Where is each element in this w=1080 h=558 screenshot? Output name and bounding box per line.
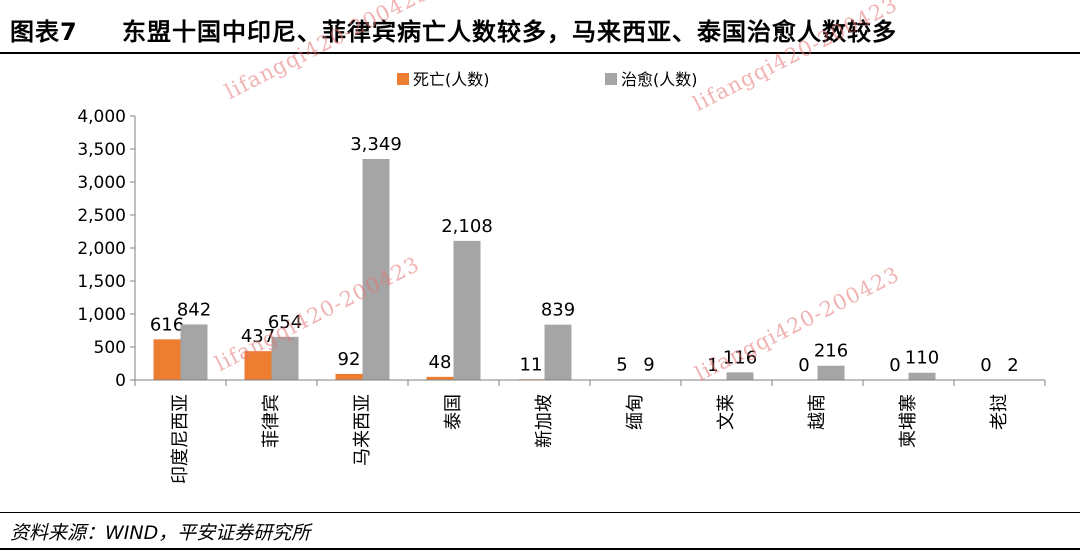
death-data-label: 5 [616, 355, 627, 376]
x-category-label: 菲律宾 [261, 394, 282, 448]
recovered-bar [362, 158, 390, 380]
recovered-data-label: 839 [541, 300, 575, 321]
recovered-data-label: 9 [643, 354, 654, 375]
recovered-data-label: 2,108 [441, 216, 493, 237]
y-tick-label: 2,500 [77, 206, 126, 226]
figure-header: 图表7 东盟十国中印尼、菲律宾病亡人数较多，马来西亚、泰国治愈人数较多 [0, 0, 1080, 54]
y-tick-label: 1,000 [77, 305, 126, 325]
legend-label-1: 死亡(人数) [413, 70, 490, 89]
chart-legend: 死亡(人数) 治愈(人数) [397, 70, 698, 89]
x-axis: 印度尼西亚 菲律宾 马来西亚 泰国 新加坡 缅甸 文莱 越南 柬埔寨 老挝 [134, 379, 1046, 484]
y-axis: 0 500 1,000 1,500 2,000 2,500 3,000 3,500 4,000 [77, 107, 136, 391]
death-bar [335, 373, 363, 380]
death-data-label: 0 [980, 355, 991, 376]
recovered-bar [453, 240, 481, 380]
recovered-data-label: 216 [814, 341, 848, 362]
footer-divider [0, 512, 1080, 513]
x-category-label: 越南 [807, 394, 828, 430]
y-tick-label: 1,500 [77, 272, 126, 292]
x-category-label: 新加坡 [534, 394, 555, 448]
y-tick-label: 2,000 [77, 239, 126, 259]
death-bar [426, 376, 454, 380]
death-data-label: 616 [150, 314, 184, 335]
x-category-label: 印度尼西亚 [170, 394, 191, 484]
x-category-label: 柬埔寨 [898, 394, 919, 448]
recovered-data-label: 116 [723, 347, 757, 368]
recovered-bar [726, 372, 754, 380]
recovered-data-label: 654 [268, 312, 302, 333]
recovered-bar [817, 365, 845, 380]
recovered-bar [908, 372, 936, 380]
death-data-label: 11 [520, 354, 543, 375]
death-bar [244, 351, 272, 380]
recovered-bar [180, 324, 208, 380]
bar-chart: 死亡(人数) 治愈(人数) 05001,0001,5002,0002,5003,0… [77, 70, 1046, 484]
x-category-label: 缅甸 [625, 394, 646, 430]
legend-label-2: 治愈(人数) [621, 70, 698, 89]
death-data-label: 437 [241, 326, 275, 347]
y-tick-label: 3,500 [77, 140, 126, 160]
x-category-label: 老挝 [989, 394, 1010, 430]
recovered-data-label: 3,349 [350, 134, 402, 155]
y-tick-label: 0 [115, 371, 126, 391]
legend-swatch-2 [605, 73, 617, 85]
death-data-label: 48 [429, 352, 452, 373]
death-data-label: 0 [798, 355, 809, 376]
y-tick-label: 3,000 [77, 173, 126, 193]
x-category-label: 文莱 [716, 394, 737, 430]
figure-title: 东盟十国中印尼、菲律宾病亡人数较多，马来西亚、泰国治愈人数较多 [122, 18, 897, 46]
death-data-label: 92 [338, 349, 361, 370]
x-category-label: 马来西亚 [352, 394, 373, 466]
death-bar [153, 339, 181, 380]
legend-swatch-1 [397, 73, 409, 85]
recovered-bar [544, 324, 572, 380]
recovered-data-label: 2 [1007, 355, 1018, 376]
recovered-bar [271, 336, 299, 380]
footer-bottom-rule [0, 548, 1080, 550]
death-data-label: 0 [889, 355, 900, 376]
y-tick-label: 4,000 [77, 107, 126, 127]
recovered-data-label: 842 [177, 299, 211, 320]
x-category-label: 泰国 [443, 394, 464, 430]
death-data-label: 1 [707, 355, 718, 376]
recovered-data-label: 110 [905, 348, 939, 369]
y-tick-label: 500 [94, 338, 126, 358]
source-note: 资料来源：WIND，平安证券研究所 [10, 522, 311, 544]
figure-label: 图表7 [10, 18, 78, 46]
